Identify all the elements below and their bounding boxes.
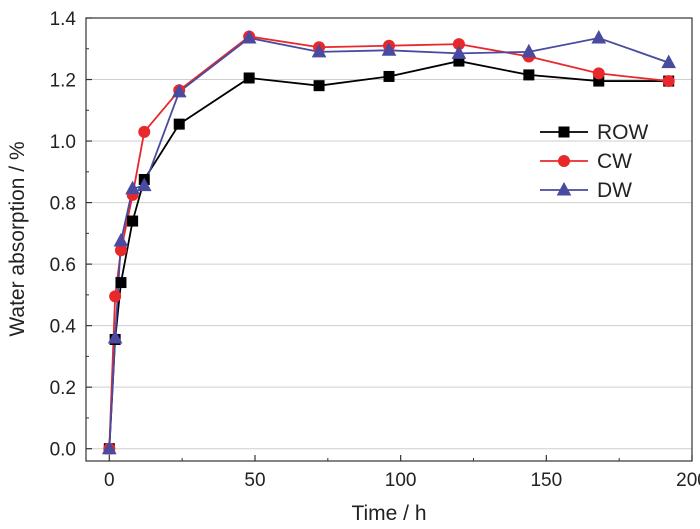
x-tick-label: 0: [104, 470, 115, 491]
data-point-dw: [311, 43, 327, 58]
x-axis-title: Time / h: [351, 502, 426, 525]
data-point-row: [115, 277, 127, 289]
data-point-dw: [125, 180, 140, 195]
data-point-dw: [113, 232, 129, 247]
legend: ROW CW DW: [540, 121, 649, 202]
series-layer: [101, 29, 677, 455]
x-tick-label: 100: [385, 470, 417, 491]
data-point-row: [127, 215, 139, 227]
data-point-row: [243, 72, 255, 84]
x-tick-label: 150: [530, 470, 562, 491]
data-point-cw: [592, 67, 605, 80]
legend-label-row: ROW: [597, 121, 649, 144]
data-point-dw: [661, 54, 677, 69]
y-axis-title: Water absorption / %: [6, 141, 29, 336]
x-tick-label: 50: [244, 470, 265, 491]
data-point-dw: [136, 177, 152, 192]
grid-layer: [86, 79, 692, 450]
series-line-row: [108, 60, 669, 449]
data-point-dw: [171, 83, 187, 98]
data-point-dw: [107, 329, 123, 344]
y-tick-label: 1.2: [50, 71, 76, 92]
data-point-dw: [101, 440, 117, 455]
y-tick-label: 0.4: [50, 317, 77, 338]
legend-label-cw: CW: [597, 150, 632, 173]
data-point-row: [173, 118, 185, 130]
data-point-cw: [138, 125, 151, 138]
data-point-cw: [662, 75, 675, 88]
data-point-dw: [591, 29, 607, 44]
y-tick-label: 0.2: [50, 378, 76, 399]
legend-marker-dw: [556, 181, 572, 196]
data-point-dw: [521, 43, 537, 58]
legend-marker-cw: [558, 155, 570, 167]
tick-layer: 0.0 0.2 0.4 0.6 0.8 1.0 1.2 1.4 0 50 100 150 200: [50, 9, 700, 491]
y-tick-label: 0.6: [50, 255, 76, 276]
legend-label-dw: DW: [597, 179, 632, 202]
y-tick-label: 0.8: [50, 194, 76, 215]
y-tick-label: 0.0: [50, 440, 76, 461]
data-point-cw: [109, 290, 122, 303]
data-point-row: [383, 70, 395, 82]
data-point-dw: [241, 29, 257, 44]
data-point-dw: [451, 45, 467, 59]
data-point-row: [313, 80, 325, 92]
data-point-dw: [381, 42, 397, 56]
legend-marker-row: [558, 126, 570, 138]
y-tick-label: 1.0: [50, 132, 76, 153]
y-tick-label: 1.4: [50, 9, 77, 30]
x-tick-label: 200: [676, 470, 700, 491]
data-point-row: [523, 69, 535, 81]
plot-frame: [85, 17, 693, 462]
